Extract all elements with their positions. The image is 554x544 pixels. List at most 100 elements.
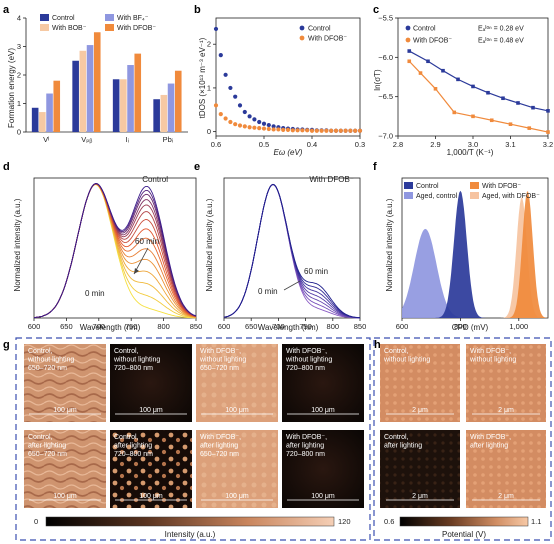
panel-c-xtick-label: 3.1 (505, 140, 515, 149)
panel-c-legend-marker (405, 25, 411, 31)
panel-b-xlabel: Eω (eV) (274, 148, 303, 157)
panel-c-xtick-label: 2.9 (430, 140, 440, 149)
panel-b-point (218, 112, 223, 117)
panel-c-chart: 2.8 2.9 3.0 3.1 3.2 −5.5 −6.0 −6.5 −7.0 Control Eₐ… (378, 14, 553, 150)
panel-a-bar (39, 112, 46, 132)
panel-c-ytick-label: −5.5 (378, 14, 393, 23)
panel-g-colorbar-min: 0 (34, 517, 38, 526)
panel-c-line (408, 50, 549, 112)
panel-a-xtick-label: Vₚᵦ (81, 135, 92, 144)
panel-h-tile-label: after lighting (470, 443, 508, 450)
panel-a-ytick-label: 0 (17, 128, 21, 137)
panel-c-ytick-label: −6.0 (378, 53, 393, 62)
panel-g-tile-label: 720–800 nm (286, 451, 325, 458)
panel-g-tile-label: Control, (28, 348, 53, 355)
panel-c-letter: c (373, 4, 379, 16)
panel-e-xtick-label: 650 (245, 322, 258, 331)
panel-h-tile-label: without lighting (383, 357, 430, 364)
panel-b-point (314, 128, 319, 133)
panel-c-frame (397, 17, 549, 137)
panel-f-ylabel: Normalized intensity (a.u.) (385, 198, 394, 291)
panel-f-area (402, 197, 548, 318)
panel-a-bar (134, 53, 142, 132)
panel-g-tile (110, 344, 192, 422)
panel-g-colorbar (45, 516, 335, 527)
panel-b-xtick-label: 0.6 (211, 140, 221, 149)
panel-b-point (213, 103, 219, 108)
panel-c-point (501, 96, 505, 101)
panel-g-tile-label: without lighting (113, 357, 160, 364)
panel-e-xtick-label: 750 (299, 322, 312, 331)
panel-b-point (247, 114, 252, 119)
panel-g-frame (15, 337, 371, 541)
panel-c-point (407, 49, 412, 53)
panel-c-point (531, 105, 535, 110)
panel-b-legend-label: Control (308, 26, 331, 33)
panel-h-tile-label: With DFOB⁻, (470, 434, 511, 441)
panel-h-colorbar (399, 516, 529, 527)
panel-b-point (228, 119, 233, 125)
panel-b-point (329, 128, 334, 133)
panel-b-point (271, 127, 276, 132)
panel-f-legend-swatch (404, 182, 413, 189)
panel-h-tile-label: after lighting (384, 443, 422, 450)
panel-h-letter: h (374, 339, 381, 351)
panel-f-xtick-label: 1,000 (509, 322, 528, 331)
panel-h-tile (466, 430, 546, 508)
panel-e-xtick-label: 700 (272, 322, 285, 331)
panel-d-chart: 600 650 700 750 800 850 (28, 177, 202, 331)
panel-d-letter: d (3, 161, 10, 173)
panel-e-xtick-label: 850 (354, 322, 367, 331)
panel-h-colorbar-label: Potential (V) (442, 530, 486, 539)
panel-g-tile-label: 650–720 nm (200, 365, 239, 372)
panel-c-ytick-label: −6.5 (378, 92, 393, 101)
panel-f-legend-swatch (404, 192, 413, 199)
panel-h-tile-label: Control, (384, 434, 409, 441)
panel-g-tile-label: after lighting (286, 443, 324, 450)
panel-c-legend-dfob: With DFOB⁻ (413, 38, 452, 45)
panel-g-tile-label: With DFOB⁻, (200, 348, 241, 355)
panel-d-ann-0: 0 min (85, 289, 105, 298)
panel-a-bar (31, 107, 39, 132)
panel-d-xtick-label: 750 (125, 322, 138, 331)
panel-g-tile (196, 344, 278, 422)
panel-d-title: Control (142, 175, 168, 184)
panel-b-point (300, 128, 305, 133)
panel-c-ylabel: ln(σT) (373, 69, 382, 91)
panel-h-scale-label: 2 μm (412, 407, 428, 414)
panel-d: d Normalized intensity (a.u.) Wavelength… (3, 161, 202, 332)
panel-b-point (319, 128, 324, 133)
panel-g-scale-label: 100 μm (139, 407, 163, 414)
panel-b-point (228, 85, 233, 91)
panel-b-point (309, 128, 315, 133)
panel-f-xtick-label: 600 (396, 322, 409, 331)
panel-c-point (546, 130, 550, 134)
panel-f-legend-label: Aged, with DFOB⁻ (482, 193, 540, 200)
panel-c-legend-marker (405, 37, 411, 43)
panel-h-tile-label: With DFOB⁻, (470, 348, 511, 355)
panel-c-xtick-label: 3.2 (543, 140, 553, 149)
panel-a-legend-label: Control (52, 15, 75, 22)
panel-c-point (441, 68, 445, 73)
panel-e-ann-0: 0 min (258, 287, 278, 296)
panel-g-tile (282, 344, 364, 422)
panel-b: b tDOS (×10¹³ m⁻³ eV⁻¹) Eω (eV) 0.6 0.5 0.… (194, 4, 365, 157)
panel-c-point (508, 122, 513, 126)
panel-f-legend-label: Aged, control (416, 193, 458, 200)
panel-b-ytick-label: 2 (207, 40, 211, 49)
panel-g-colorbar-label: Intensity (a.u.) (165, 530, 216, 539)
panel-e-arrow-line (283, 280, 301, 291)
panel-g-scale-label: 100 μm (53, 407, 77, 414)
panel-c-point (471, 84, 475, 89)
panel-a-bar (127, 65, 134, 132)
panel-d-xtick-label: 650 (60, 322, 73, 331)
panel-a-xtick-label: Vᴵ (43, 135, 49, 144)
panel-b-point (324, 128, 329, 133)
panel-b-point (295, 128, 300, 133)
panel-b-point (247, 125, 252, 130)
panel-e-curve (223, 183, 361, 319)
panel-b-point (338, 128, 343, 133)
panel-c-point (489, 118, 494, 123)
panel-b-chart: 0.6 0.5 0.4 0.3 0 1 2 Control With DFOB⁻ (207, 17, 365, 149)
panel-b-point (233, 94, 238, 99)
